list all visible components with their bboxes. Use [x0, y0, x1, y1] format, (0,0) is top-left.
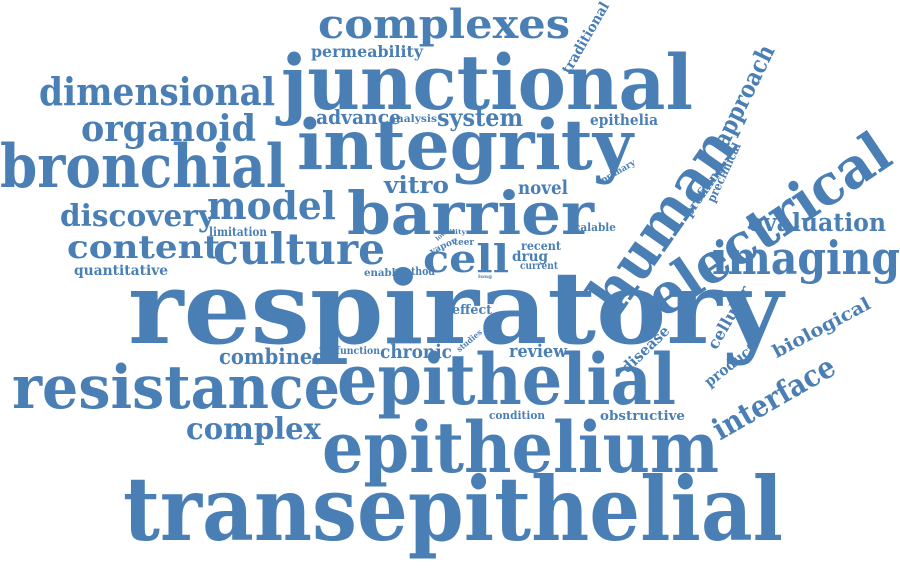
- word-recent: recent: [521, 239, 562, 253]
- word-scalable: scalable: [568, 221, 617, 234]
- word-resistance: resistance: [12, 353, 341, 423]
- word-review: review: [509, 341, 568, 362]
- word-combined: combined: [219, 344, 327, 369]
- word-discovery: discovery: [60, 199, 216, 234]
- word-novel: novel: [518, 177, 569, 199]
- word-obstructive: obstructive: [600, 409, 686, 424]
- word-condition: condition: [489, 409, 546, 422]
- word-imaging: imaging: [711, 231, 900, 285]
- word-method: method: [395, 265, 436, 278]
- word-bronchial: bronchial: [0, 132, 287, 202]
- word-teer: teer: [454, 238, 475, 248]
- word-evaluation: evaluation: [748, 208, 887, 237]
- word-effect: effect: [452, 303, 493, 318]
- word-epithelium: epithelium: [322, 406, 720, 489]
- word-complexes: complexes: [318, 1, 571, 48]
- word-advance: advance: [316, 105, 402, 129]
- word-dimensional: dimensional: [39, 69, 276, 114]
- word-model: model: [207, 183, 337, 228]
- word-content: content: [67, 228, 220, 266]
- word-barrier: barrier: [347, 179, 595, 248]
- word-chronic: chronic: [380, 341, 453, 363]
- word-function: function: [336, 346, 381, 357]
- word-respiratory: respiratory: [128, 249, 784, 367]
- word-quantitative: quantitative: [74, 263, 169, 279]
- word-vitro: vitro: [384, 172, 450, 199]
- word-transepithelial: transepithelial: [123, 457, 784, 561]
- word-integrity: integrity: [297, 105, 634, 186]
- word-enable: enable: [364, 268, 402, 279]
- word-approach: approach: [706, 39, 781, 152]
- word-current: current: [520, 261, 559, 272]
- word-permeability: permeability: [311, 42, 424, 61]
- word-junctional: junctional: [281, 38, 694, 127]
- word-limitation: limitation: [209, 225, 268, 239]
- word-epithelial: epithelial: [337, 338, 676, 421]
- word-lung: lung: [478, 274, 493, 280]
- word-culture: culture: [213, 225, 386, 275]
- word-organoid: organoid: [81, 108, 257, 150]
- word-utility: utility: [440, 229, 467, 236]
- word-epithelia: epithelia: [590, 111, 659, 129]
- word-drug: drug: [512, 249, 549, 265]
- word-cell: cell: [423, 236, 510, 281]
- word-system: system: [437, 103, 523, 132]
- word-complex: complex: [186, 412, 322, 447]
- word-analysis: analysis: [389, 114, 438, 125]
